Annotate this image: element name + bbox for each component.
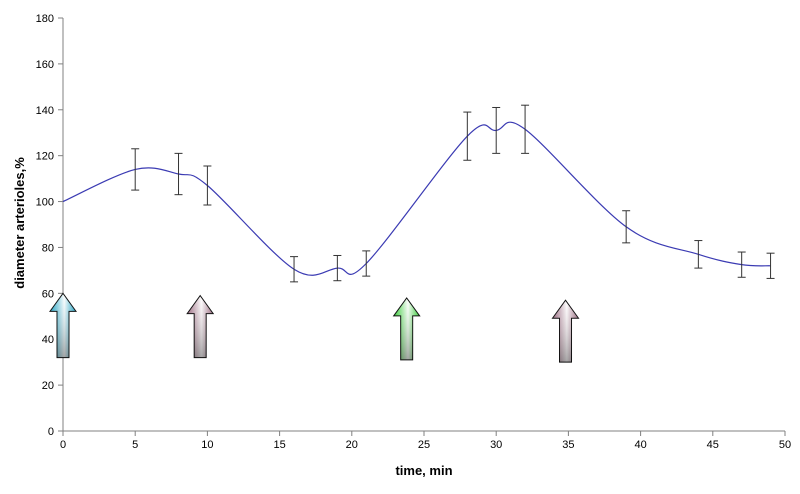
x-tick-label: 40 xyxy=(634,439,646,451)
y-tick-label: 0 xyxy=(48,426,54,438)
error-bar xyxy=(463,111,472,161)
error-bar xyxy=(492,106,501,154)
tick-labels: 0 20 40 60 80 100 120 140 160 180 0 5 10 15 20 25 30 35 40… xyxy=(36,13,791,451)
y-tick-label: 120 xyxy=(36,151,54,163)
y-axis-title: diameter arterioles,% xyxy=(12,157,27,289)
x-tick-label: 30 xyxy=(490,439,502,451)
error-bar xyxy=(131,148,140,191)
error-bar xyxy=(766,252,775,279)
error-bar xyxy=(521,104,530,154)
y-tick-label: 20 xyxy=(42,380,54,392)
error-bar xyxy=(174,152,183,196)
axes xyxy=(58,17,786,436)
error-bar xyxy=(290,256,299,283)
error-bar xyxy=(694,240,703,269)
y-tick-label: 80 xyxy=(42,242,54,254)
error-bar xyxy=(737,251,746,278)
up-arrow-icon xyxy=(49,292,77,359)
error-bars xyxy=(131,104,775,283)
x-tick-label: 35 xyxy=(562,439,574,451)
arrow-shade xyxy=(187,295,214,358)
arrow-shade xyxy=(393,297,420,360)
error-bar xyxy=(362,250,371,277)
annotation-arrows xyxy=(49,292,580,363)
x-tick-label: 10 xyxy=(201,439,213,451)
series-line xyxy=(62,121,771,276)
arrow-shade xyxy=(552,300,579,363)
x-tick-label: 50 xyxy=(779,439,791,451)
x-tick-label: 45 xyxy=(707,439,719,451)
error-bar xyxy=(333,254,342,282)
up-arrow-icon xyxy=(186,294,215,359)
x-axis-title: time, min xyxy=(395,463,452,478)
up-arrow-icon xyxy=(392,297,421,361)
x-tick-label: 0 xyxy=(60,439,66,451)
y-tick-label: 60 xyxy=(42,288,54,300)
error-bar xyxy=(622,210,631,244)
series xyxy=(62,121,771,276)
x-tick-label: 25 xyxy=(418,439,430,451)
x-tick-label: 15 xyxy=(273,439,285,451)
y-tick-label: 100 xyxy=(36,197,54,209)
y-tick-label: 180 xyxy=(36,13,54,25)
y-tick-label: 40 xyxy=(42,334,54,346)
arrow-shade xyxy=(50,293,76,358)
x-tick-label: 5 xyxy=(132,439,138,451)
x-tick-label: 20 xyxy=(346,439,358,451)
y-tick-label: 160 xyxy=(36,59,54,71)
y-tick-label: 140 xyxy=(36,105,54,117)
error-bar xyxy=(203,165,212,206)
up-arrow-icon xyxy=(551,299,580,363)
